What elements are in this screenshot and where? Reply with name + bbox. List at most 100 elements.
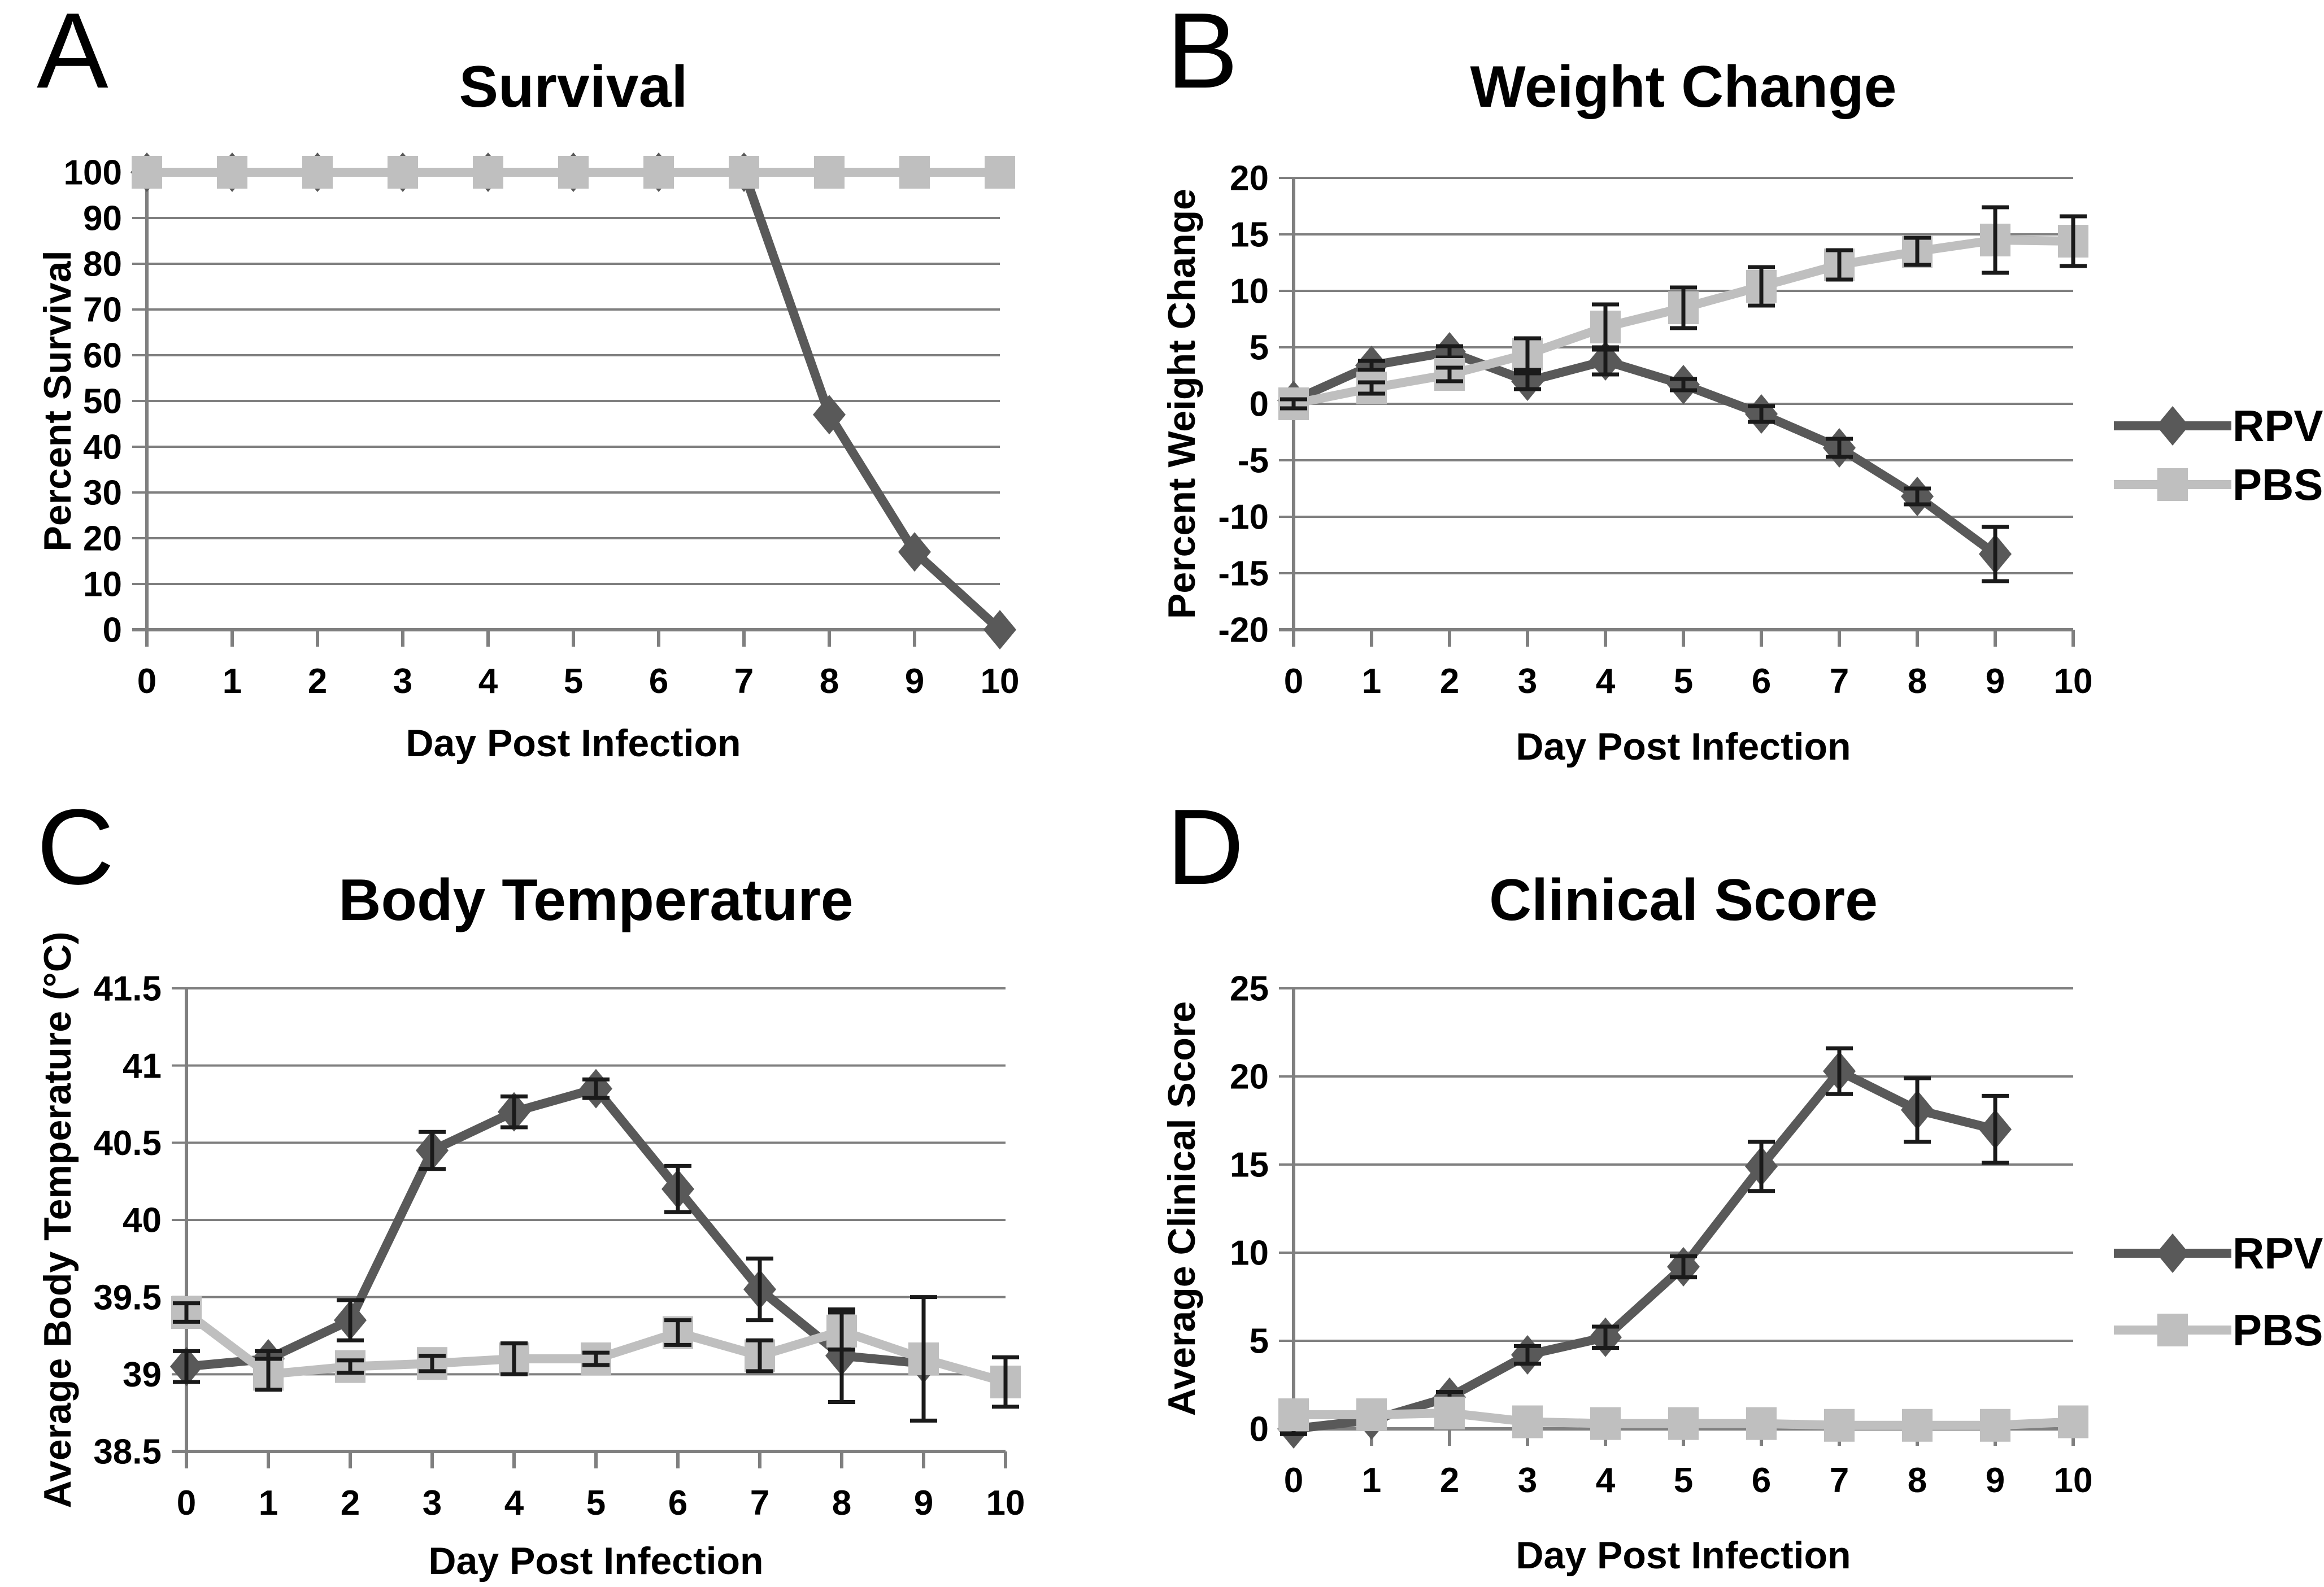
- x-tick-label: 6: [668, 1484, 687, 1523]
- x-tick-label: 4: [478, 662, 498, 701]
- pbs-square-marker: [302, 156, 333, 189]
- x-tick-label: 5: [586, 1484, 606, 1523]
- x-tick-label: 3: [1518, 1461, 1537, 1500]
- error-bar: [2060, 214, 2087, 268]
- x-tick-label: 8: [832, 1484, 851, 1523]
- y-axis-label-weight-change: Percent Weight Change: [1160, 189, 1203, 619]
- y-tick-label: 40: [123, 1201, 162, 1240]
- x-tick-label: 5: [564, 662, 583, 701]
- error-bar: [664, 1163, 691, 1214]
- error-bar: [419, 1354, 446, 1374]
- rpv-diamond-marker: [983, 610, 1016, 649]
- y-tick-label: 100: [64, 154, 122, 193]
- legend-label-pbs: PBS: [2232, 1305, 2323, 1355]
- x-tick-label: 9: [905, 662, 924, 701]
- series-line: [1289, 1066, 2000, 1433]
- body-temperature-chart: 38.5 39 39.5 40 40.5 41 41.5 0 1 2 3 4 5 6 7 8 9 10: [93, 970, 1025, 1523]
- y-tick-label: 10: [1230, 272, 1269, 311]
- y-tick-label: 38.5: [93, 1433, 162, 1472]
- x-tick-label: 3: [1518, 662, 1537, 701]
- error-bar: [582, 1350, 610, 1367]
- legend-label-rpv: RPV: [2232, 1228, 2323, 1278]
- y-tick-label: 5: [1250, 1322, 1269, 1361]
- series-pbs: [1278, 205, 2088, 420]
- x-tick-label: 3: [423, 1484, 442, 1523]
- axes: [132, 172, 1002, 647]
- panel-letter-a: A: [37, 0, 108, 111]
- error-bar: [1670, 377, 1697, 393]
- x-tick-label: 1: [1362, 662, 1381, 701]
- error-bar: [1826, 437, 1853, 459]
- legend-item-rpv: RPV: [2113, 1231, 2323, 1275]
- error-bar: [1436, 365, 1463, 383]
- error-bar: [1904, 486, 1931, 507]
- weight-change-chart: -20 -15 -10 -5 0 5 10 15 20 0 1 2 3 4 5 6 7 8 9 10: [1218, 159, 2092, 701]
- error-bar: [910, 1295, 937, 1423]
- y-tick-label: 30: [83, 474, 122, 513]
- gridlines: [1279, 987, 2073, 1430]
- pbs-square-marker: [1824, 1409, 1855, 1442]
- x-tick-label: 9: [914, 1484, 933, 1523]
- pbs-square-marker: [1278, 1398, 1309, 1432]
- x-tick-label: 4: [1596, 1461, 1616, 1500]
- series-rpv: [1277, 1046, 2012, 1449]
- tick-labels: -20 -15 -10 -5 0 5 10 15 20 0 1 2 3 4 5 6 7 8 9 10: [1218, 159, 2092, 701]
- error-bar: [828, 1310, 855, 1352]
- error-bar: [582, 1077, 610, 1100]
- gridlines: [132, 171, 1000, 631]
- legend-weight-change: RPV PBS: [2113, 404, 2323, 507]
- error-bar: [992, 1355, 1019, 1409]
- x-axis-label-weight-change: Day Post Infection: [1516, 725, 1851, 768]
- error-bar: [1826, 1046, 1853, 1096]
- series-rpv: [1277, 332, 2012, 583]
- error-bar: [1592, 1324, 1619, 1350]
- panel-letter-c: C: [37, 787, 115, 907]
- y-axis-label-clinical-score: Average Clinical Score: [1160, 1001, 1203, 1416]
- rpv-diamond-marker: [813, 395, 846, 435]
- panel-d: D Clinical Score Average Clinical Score …: [1152, 793, 2324, 1587]
- y-tick-label: 5: [1250, 329, 1269, 368]
- error-bar: [1514, 1344, 1541, 1366]
- pbs-square-marker: [473, 156, 503, 189]
- x-tick-label: 2: [308, 662, 327, 701]
- y-tick-label: 20: [83, 520, 122, 559]
- pbs-square-marker: [1980, 1409, 2010, 1442]
- x-tick-label: 7: [734, 662, 754, 701]
- y-tick-label: 80: [83, 245, 122, 284]
- x-tick-label: 0: [137, 662, 156, 701]
- error-bar: [1280, 397, 1307, 411]
- rpv-line-marker-icon: [2114, 406, 2231, 446]
- panel-b: B Weight Change Percent Weight Change -2…: [1152, 0, 2324, 779]
- legend-label-rpv: RPV: [2232, 401, 2323, 451]
- error-bar: [1904, 1076, 1931, 1144]
- y-tick-label: 41.5: [93, 970, 162, 1009]
- y-tick-label: 25: [1230, 970, 1269, 1009]
- chart-title-body-temperature: Body Temperature: [338, 867, 854, 933]
- pbs-square-marker: [2157, 1314, 2188, 1346]
- x-tick-label: 8: [1908, 662, 1927, 701]
- pbs-square-marker: [985, 156, 1015, 189]
- x-tick-label: 8: [1908, 1461, 1927, 1500]
- tick-labels: 0 10 20 30 40 50 60 70 80 90 100 0 1 2 3 4 5 6 7 8 9 10: [64, 154, 1020, 701]
- error-bar: [746, 1338, 773, 1374]
- error-bar: [1748, 1139, 1775, 1193]
- x-tick-label: 10: [981, 662, 1020, 701]
- error-bar: [501, 1341, 528, 1376]
- error-bar: [1592, 302, 1619, 352]
- y-tick-label: 41: [123, 1047, 162, 1085]
- gridlines: [172, 987, 1006, 1453]
- panel-letter-d: D: [1167, 787, 1244, 907]
- error-bar: [255, 1357, 282, 1392]
- panel-a: A Survival Percent Survival 0 10 20 30 40 50 6…: [23, 0, 1130, 779]
- x-tick-label: 3: [393, 662, 412, 701]
- y-tick-label: -5: [1238, 442, 1269, 481]
- x-tick-label: 6: [1752, 1461, 1771, 1500]
- x-tick-label: 5: [1674, 1461, 1693, 1500]
- error-bar: [1358, 380, 1385, 396]
- x-tick-label: 1: [223, 662, 242, 701]
- y-tick-label: 70: [83, 291, 122, 330]
- error-bar: [1748, 265, 1775, 308]
- pbs-square-marker: [1746, 1407, 1777, 1440]
- axes: [172, 988, 1007, 1468]
